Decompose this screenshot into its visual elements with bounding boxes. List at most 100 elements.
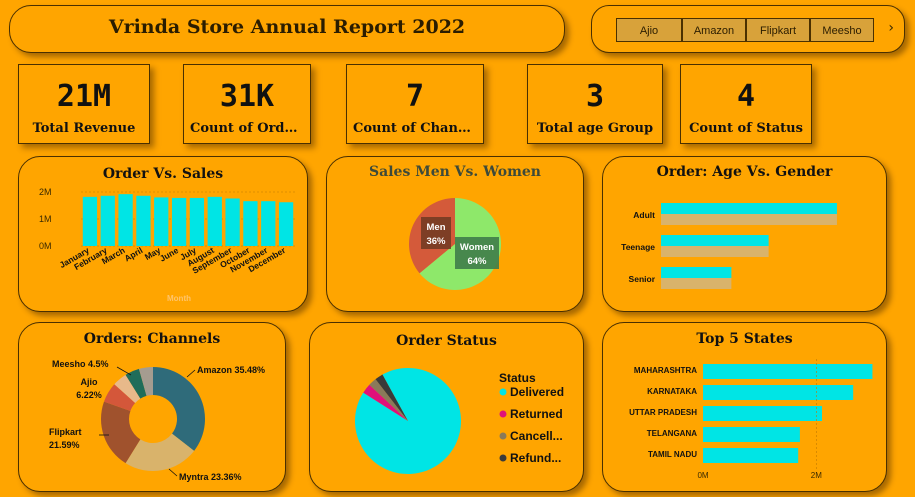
order-status-panel: Order Status Status Delivered Returned Canc… (309, 322, 584, 492)
channel-slicer[interactable]: Ajio Amazon Flipkart Meesho › (591, 5, 905, 53)
bar (661, 214, 837, 225)
channels-panel: Orders: Channels Amazon 35.48% Myntra 23.… (18, 322, 286, 492)
legend-marker (499, 410, 507, 418)
donut-slice (138, 367, 153, 396)
data-label: Flipkart (49, 427, 82, 437)
donut-slice (125, 368, 147, 399)
panel-title: Top 5 States (696, 331, 793, 347)
channels-donut[interactable]: Amazon 35.48% Myntra 23.36% Flipkart 21.59%… (19, 323, 285, 489)
bar (703, 406, 822, 421)
slicer-chip-meesho[interactable]: Meesho (810, 18, 874, 42)
data-label: Men (427, 222, 446, 233)
y-tick-label: TELANGANA (647, 429, 697, 438)
bar (225, 198, 240, 246)
legend-item: Cancell... (510, 429, 563, 443)
bar (661, 235, 769, 246)
age-gender-panel: Order: Age Vs. Gender Adult Teenage Senior (602, 156, 887, 312)
legend-item: Delivered (510, 385, 564, 399)
donut-slice (114, 374, 141, 403)
data-label-box (455, 237, 499, 269)
kpi-label: Total age Group (536, 121, 654, 136)
legend-marker (499, 432, 507, 440)
bar (243, 201, 258, 246)
kpi-value: 4 (736, 79, 756, 114)
panel-title: Order Status (396, 333, 497, 349)
data-label: Meesho 4.5% (52, 359, 109, 369)
panel-title: Sales Men Vs. Women (369, 164, 541, 180)
data-label: 6.22% (76, 390, 102, 400)
kpi-value: 21M (56, 79, 112, 114)
age-gender-chart[interactable]: Adult Teenage Senior (603, 157, 886, 307)
legend-marker (499, 454, 507, 462)
slicer-chip-amazon[interactable]: Amazon (682, 18, 746, 42)
pie-slice (354, 368, 461, 474)
data-label: Amazon 35.48% (197, 365, 265, 375)
data-label: 64% (467, 256, 487, 267)
bar (278, 202, 294, 246)
kpi-label: Count of Status (689, 121, 803, 136)
bar (661, 203, 837, 214)
legend-title: Status (499, 371, 536, 385)
data-label: Ajio (81, 377, 99, 387)
y-tick-label: UTTAR PRADESH (629, 408, 697, 417)
panel-title: Orders: Channels (83, 331, 221, 347)
data-label: 21.59% (49, 440, 80, 450)
x-tick-label: 0M (697, 471, 708, 480)
leader-line (186, 369, 196, 378)
chevron-right-icon[interactable]: › (888, 20, 894, 36)
kpi-count-orders: 31K Count of Order... (183, 64, 311, 144)
slicer-chip-ajio[interactable]: Ajio (616, 18, 682, 42)
donut-slice (125, 433, 195, 471)
data-label: Women (460, 242, 494, 253)
top-states-chart[interactable]: MAHARASHTRA KARNATAKA UTTAR PRADESH TELANGA… (603, 323, 886, 489)
bar (703, 364, 873, 379)
y-tick-label: KARNATAKA (647, 387, 697, 396)
men-women-pie[interactable]: Men 36% Women 64% (327, 157, 583, 307)
y-tick-label: TAMIL NADU (648, 450, 697, 459)
kpi-value: 3 (585, 79, 605, 114)
bar (118, 194, 133, 246)
y-tick-label: 1M (39, 214, 52, 224)
bar (154, 197, 169, 246)
kpi-label: Total Revenue (32, 121, 136, 136)
bar (661, 278, 732, 289)
x-tick-label: 2M (811, 471, 822, 480)
slicer-chip-flipkart[interactable]: Flipkart (746, 18, 810, 42)
pie-slice (369, 379, 408, 421)
bar (171, 197, 187, 246)
y-tick-label: Teenage (621, 242, 655, 252)
data-label-box (421, 217, 451, 249)
bar (703, 385, 854, 400)
kpi-value: 31K (219, 79, 275, 114)
pie-slice (375, 374, 408, 421)
bar (261, 201, 276, 246)
bar (82, 196, 98, 246)
kpi-total-revenue: 21M Total Revenue (18, 64, 150, 144)
pie-slice (363, 384, 408, 421)
men-women-panel: Sales Men Vs. Women Men 36% Women 64% (326, 156, 584, 312)
bar (703, 427, 800, 442)
kpi-count-channel: 7 Count of Channel (346, 64, 484, 144)
bar (100, 195, 115, 246)
bar (189, 197, 205, 246)
order-vs-sales-chart[interactable]: 0M1M2MJanuaryFebruaryMarchAprilMayJuneJu… (19, 157, 307, 307)
kpi-label: Count of Channel (353, 121, 481, 136)
panel-title: Order: Age Vs. Gender (656, 164, 833, 180)
y-tick-label: 0M (39, 241, 52, 251)
kpi-count-status: 4 Count of Status (680, 64, 812, 144)
kpi-value: 7 (405, 79, 425, 114)
donut-slice (153, 367, 206, 451)
kpi-total-age-group: 3 Total age Group (527, 64, 663, 144)
y-tick-label: Senior (629, 274, 656, 284)
top-states-panel: Top 5 States MAHARASHTRA KARNATAKA UTTAR P… (602, 322, 887, 492)
bar (661, 267, 732, 278)
data-label: Myntra 23.36% (179, 472, 242, 482)
legend-marker (499, 388, 507, 396)
x-tick-label: April (123, 245, 145, 263)
legend-item: Returned (510, 407, 563, 421)
bar (207, 196, 222, 246)
panel-title: Order Vs. Sales (102, 166, 224, 182)
donut-slice (103, 384, 136, 411)
bar (661, 246, 769, 257)
